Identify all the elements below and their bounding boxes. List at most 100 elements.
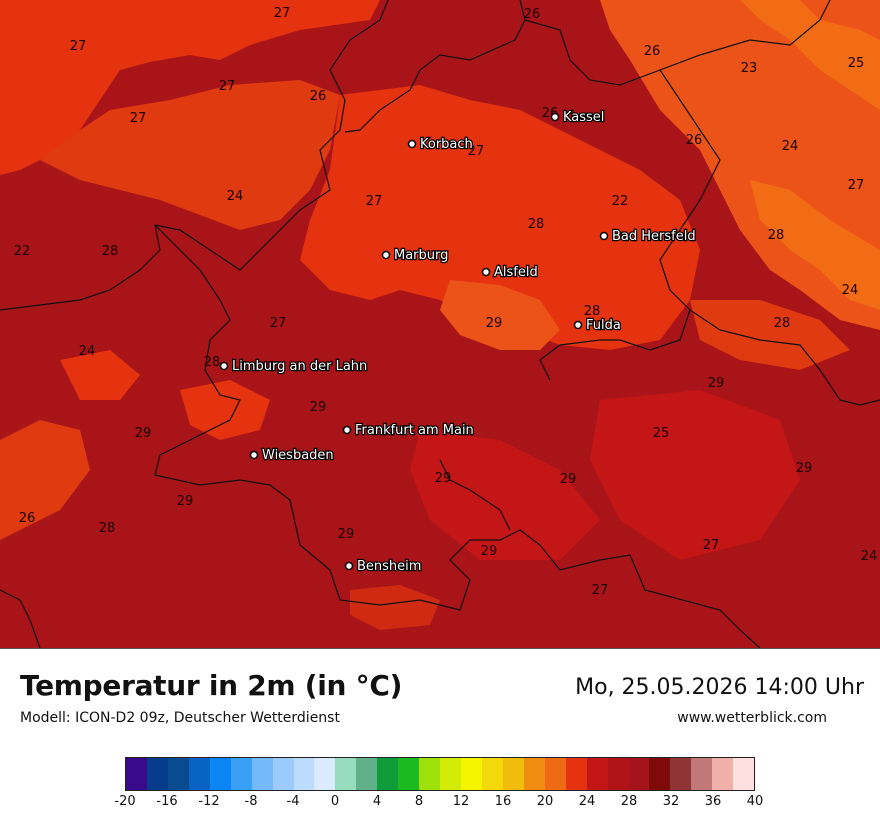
legend-swatch <box>188 758 210 790</box>
border-line-east <box>539 69 721 381</box>
city-label: Fulda <box>586 318 621 333</box>
city-label: Marburg <box>394 248 448 263</box>
legend-swatch <box>272 758 294 790</box>
temperature-value-label: 29 <box>481 544 498 559</box>
legend-swatch <box>607 758 629 790</box>
temperature-value-label: 25 <box>653 426 670 441</box>
border-line-south <box>439 459 511 531</box>
border-line-southeast <box>689 309 880 406</box>
legend-swatch <box>712 758 734 790</box>
temp-field-24-centre <box>440 280 560 350</box>
model-subtitle: Modell: ICON-D2 09z, Deutscher Wetterdie… <box>20 710 340 726</box>
legend-tick-label: 8 <box>414 794 424 809</box>
legend-swatch <box>523 758 545 790</box>
city-alsfeld: Alsfeld <box>481 264 539 281</box>
legend-swatch <box>335 758 357 790</box>
temperature-value-label: 27 <box>274 6 291 21</box>
legend-swatch <box>649 758 671 790</box>
temperature-value-label: 27 <box>848 178 865 193</box>
temperature-value-label: 26 <box>644 44 661 59</box>
city-marker-dot <box>481 267 491 277</box>
legend-swatch <box>293 758 315 790</box>
temperature-value-label: 26 <box>310 89 327 104</box>
city-marker-dot <box>249 450 259 460</box>
map-footer: Temperatur in 2m (in °C) Modell: ICON-D2… <box>0 649 880 830</box>
city-marker-dot <box>219 361 229 371</box>
city-label: Bensheim <box>357 559 421 574</box>
temperature-value-label: 29 <box>796 461 813 476</box>
temperature-value-label: 29 <box>310 400 327 415</box>
legend-swatch <box>691 758 713 790</box>
legend-swatch <box>544 758 566 790</box>
city-marker-dot <box>407 139 417 149</box>
temp-field-patch-4 <box>590 390 800 560</box>
temperature-value-label: 29 <box>435 471 452 486</box>
city-korbach: Korbach <box>407 136 474 153</box>
legend-tick-label: -12 <box>198 794 220 809</box>
legend-swatch <box>230 758 252 790</box>
legend-swatch <box>586 758 608 790</box>
temperature-value-label: 28 <box>102 244 119 259</box>
temperature-value-label: 28 <box>774 316 791 331</box>
temperature-value-label: 27 <box>270 316 287 331</box>
temperature-value-label: 29 <box>708 376 725 391</box>
temperature-value-label: 28 <box>584 304 601 319</box>
website-credit[interactable]: www.wetterblick.com <box>677 710 827 726</box>
temp-field-patch-2 <box>60 350 140 400</box>
legend-swatch <box>481 758 503 790</box>
city-label: Kassel <box>563 110 604 125</box>
city-frankfurt-am-main: Frankfurt am Main <box>342 422 475 439</box>
legend-swatch <box>356 758 378 790</box>
temperature-value-label: 29 <box>560 472 577 487</box>
city-marburg: Marburg <box>381 247 450 264</box>
legend-swatch <box>209 758 231 790</box>
temperature-value-label: 27 <box>366 194 383 209</box>
legend-swatch <box>251 758 273 790</box>
border-line-main <box>0 0 389 311</box>
temperature-value-label: 29 <box>177 494 194 509</box>
legend-tick-label: 24 <box>578 794 596 809</box>
city-marker-dot <box>573 320 583 330</box>
temperature-value-label: 27 <box>219 79 236 94</box>
temperature-value-label: 26 <box>19 511 36 526</box>
legend-tick-label: 28 <box>620 794 638 809</box>
city-limburg-an-der-lahn: Limburg an der Lahn <box>219 358 369 375</box>
temperature-value-label: 23 <box>741 61 758 76</box>
temperature-value-label: 27 <box>468 144 485 159</box>
city-marker-dot <box>599 231 609 241</box>
city-marker-dot <box>550 112 560 122</box>
legend-swatch <box>733 758 755 790</box>
city-bensheim: Bensheim <box>344 558 423 575</box>
legend-tick-label: -4 <box>286 794 300 809</box>
city-label: Limburg an der Lahn <box>232 359 367 374</box>
border-line-hessen-east <box>344 0 526 133</box>
legend-swatch <box>146 758 168 790</box>
legend-swatch <box>419 758 441 790</box>
forecast-datetime: Mo, 25.05.2026 14:00 Uhr <box>575 675 864 700</box>
legend-swatch <box>628 758 650 790</box>
legend-tick-label: 20 <box>536 794 554 809</box>
legend-swatch <box>461 758 482 790</box>
temperature-value-label: 22 <box>612 194 629 209</box>
temperature-value-label: 28 <box>99 521 116 536</box>
city-kassel: Kassel <box>550 109 606 126</box>
legend-tick-label: -16 <box>156 794 178 809</box>
temperature-value-label: 24 <box>861 549 878 564</box>
temp-field-26-northwest <box>0 0 380 175</box>
legend-ticks: -20 -16 -12 -8 -4 0 4 8 12 16 20 24 28 32 36 40 <box>0 794 880 814</box>
city-fulda: Fulda <box>573 317 622 334</box>
temperature-value-label: 26 <box>524 7 541 22</box>
temperature-value-label: 27 <box>703 538 720 553</box>
temperature-map-svg: 27 26 27 27 26 27 26 23 25 26 27 26 24 27 24 27 22 28 28 22… <box>0 0 880 648</box>
temperature-map[interactable]: 27 26 27 27 26 27 26 23 25 26 27 26 24 27 24 27 22 28 28 22… <box>0 0 880 649</box>
color-legend <box>125 757 755 791</box>
temperature-value-label: 27 <box>70 39 87 54</box>
temperature-value-label: 29 <box>135 426 152 441</box>
temperature-value-label: 28 <box>768 228 785 243</box>
legend-swatch <box>314 758 336 790</box>
border-line-hessen-west <box>154 224 761 648</box>
temperature-value-label: 26 <box>686 133 703 148</box>
temperature-value-label: 27 <box>592 583 609 598</box>
temp-field-27-west <box>40 80 340 230</box>
temperature-value-label: 24 <box>842 283 859 298</box>
